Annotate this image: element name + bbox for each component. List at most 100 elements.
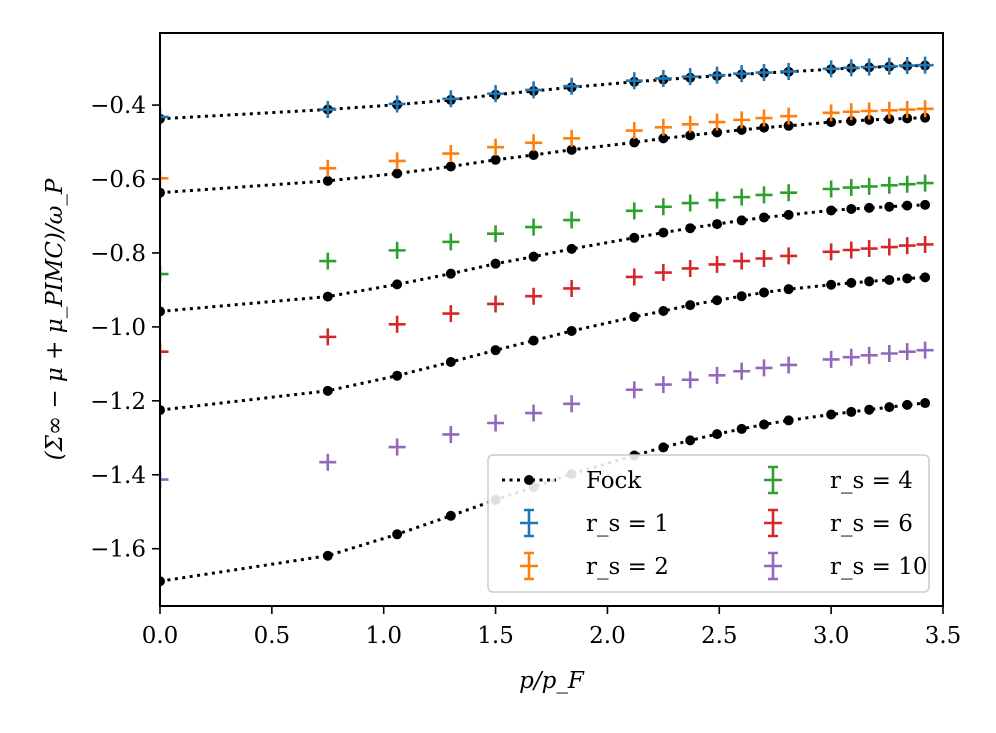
data-point-marker [822,243,840,261]
data-point-marker [880,345,898,363]
data-point-marker [525,134,543,152]
data-point-marker [160,108,169,126]
series-4 [160,341,934,489]
fock-point [490,345,501,356]
data-point-marker [733,111,751,129]
fock-point [712,295,723,306]
data-point-marker [822,104,840,122]
data-point-marker [487,295,505,313]
data-point-marker [525,218,543,236]
plot-inner [160,56,934,587]
data-point-marker [525,404,543,422]
fock-point [392,529,403,540]
fock-point [712,127,723,138]
data-point-marker [898,175,916,193]
fock-point [445,161,456,172]
plot-frame [159,32,944,607]
fock-point [884,402,895,413]
fock-point [322,385,333,396]
data-point-marker [681,371,699,389]
plot-area [160,56,934,587]
fock-point [846,277,857,288]
x-tick-label: 3.5 [925,623,962,649]
data-point-marker [860,240,878,258]
x-tick-label: 0.0 [142,623,179,649]
fock-point [826,117,837,128]
fock-point [736,291,747,302]
legend-errorbar-marker [520,508,538,538]
data-point-marker [625,268,643,286]
data-point-marker [319,328,337,346]
data-point-marker [733,65,751,83]
fock-point [658,133,669,144]
data-point-marker [733,188,751,206]
data-point-marker [755,109,773,127]
x-tick-label: 1.0 [365,623,402,649]
data-point-marker [708,255,726,273]
data-point-marker [525,81,543,99]
y-tick-label: −0.6 [90,167,146,193]
fock-point [846,406,857,417]
fock-point [884,201,895,212]
legend-box [487,454,930,593]
data-point-marker [916,341,934,359]
data-point-marker [654,264,672,282]
legend-entry: r_s = 6 [764,508,913,538]
fock-point [685,130,696,141]
data-point-marker [708,191,726,209]
data-point-marker [487,414,505,432]
data-point-marker [442,90,460,108]
data-point-marker [654,198,672,216]
data-point-marker [880,101,898,119]
data-point-marker [860,102,878,120]
fock-point [884,274,895,285]
legend-entry: r_s = 4 [764,465,913,495]
data-point-marker [681,259,699,277]
fock-point [658,442,669,453]
fock-point [566,325,577,336]
x-axis-label: p/p_F [519,668,585,694]
data-point-marker [625,122,643,140]
fock-point [685,223,696,234]
data-point-marker [319,453,337,471]
data-point-marker [860,58,878,76]
data-point-marker [733,362,751,380]
fock-point [864,114,875,125]
data-point-marker [898,343,916,361]
legend-label: r_s = 4 [830,468,913,494]
data-point-marker [860,177,878,195]
data-point-marker [822,60,840,78]
data-point-marker [388,95,406,113]
fock-point [658,305,669,316]
data-point-marker [898,101,916,119]
data-point-marker [733,252,751,270]
fock-point [846,203,857,214]
legend-label: Fock [586,468,642,494]
fock-point [445,510,456,521]
fock-point [826,279,837,290]
legend-label: r_s = 6 [830,511,913,537]
data-point-marker [860,346,878,364]
fock-point [783,209,794,220]
data-point-marker [755,359,773,377]
fock-point [528,335,539,346]
fock-point [712,219,723,230]
data-point-marker [755,64,773,82]
data-point-marker [708,366,726,384]
data-point-marker [563,77,581,95]
data-point-marker [842,241,860,259]
series-2 [160,174,934,283]
fock-point [566,243,577,254]
fock-line-1 [160,116,926,195]
series-1 [160,100,934,187]
data-point-marker [780,62,798,80]
data-point-marker [160,471,169,489]
fock-point [759,287,770,298]
data-point-marker [654,376,672,394]
data-point-marker [780,247,798,265]
data-point-marker [708,66,726,84]
legend-entry: r_s = 2 [520,551,669,581]
fock-point [864,202,875,213]
fock-point [783,120,794,131]
data-point-marker [880,238,898,256]
